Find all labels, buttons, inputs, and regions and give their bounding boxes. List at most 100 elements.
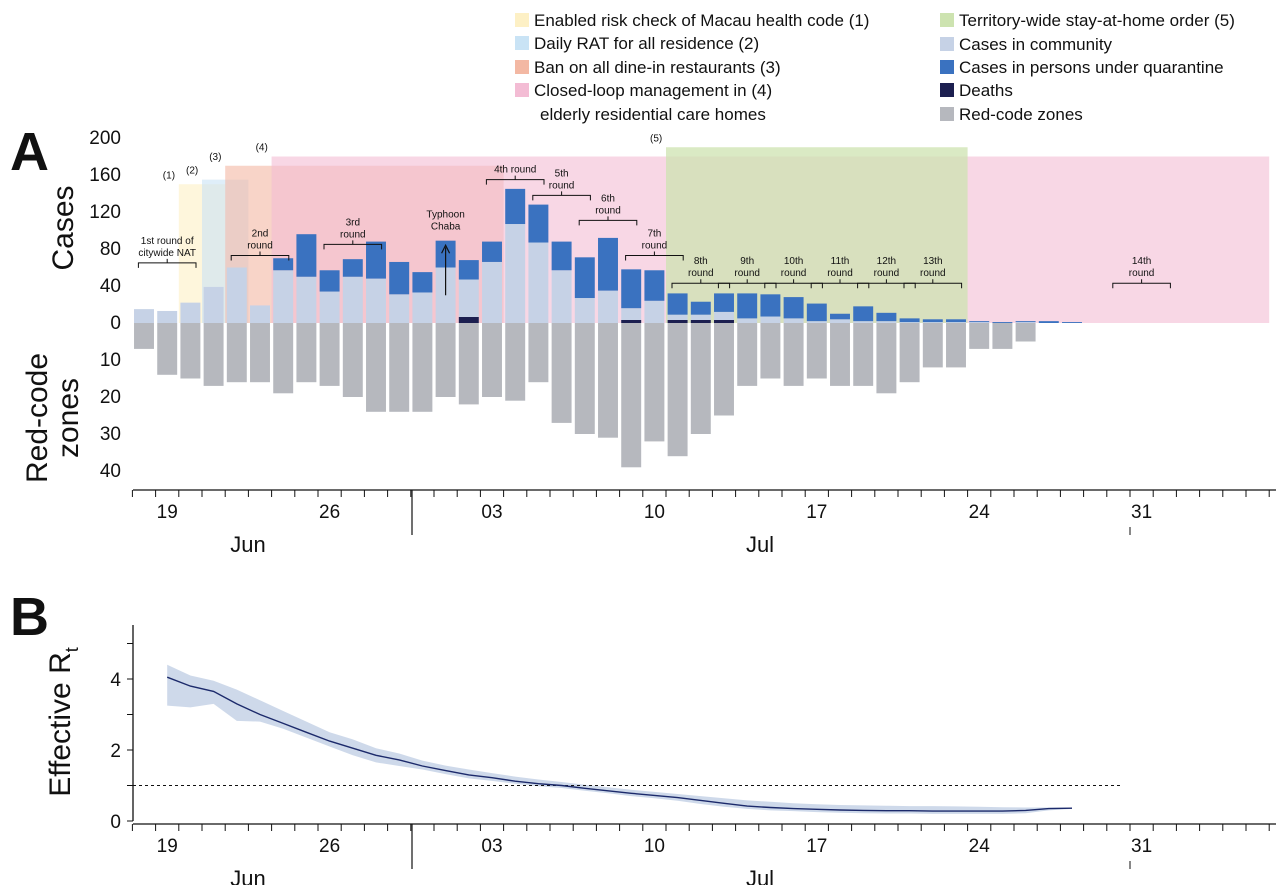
bar-quarantine [876, 312, 897, 322]
legend-swatch [515, 36, 529, 50]
x-tick-label: 24 [969, 836, 991, 857]
round-label: round [642, 240, 668, 251]
bar-quarantine [319, 270, 340, 292]
bar-quarantine [1038, 321, 1059, 323]
bar-red-code [992, 323, 1013, 349]
bar-community [899, 322, 920, 323]
legend-swatch [940, 37, 954, 51]
panel-label-b: B [10, 587, 49, 647]
round-label: round [595, 205, 621, 216]
intervention-marker: (1) [163, 170, 175, 181]
bar-red-code [157, 323, 178, 375]
y-tick-label-red: 30 [100, 424, 121, 445]
typhoon-label: Typhoon [426, 209, 464, 220]
legend-label: Red-code zones [959, 105, 1083, 124]
bar-community [505, 224, 526, 323]
bar-community [969, 322, 990, 323]
bar-quarantine [922, 319, 943, 323]
legend-label: Deaths [959, 81, 1013, 100]
y-axis-title-subscript: t [62, 647, 82, 652]
round-label: citywide NAT [138, 248, 196, 259]
bar-red-code [737, 323, 758, 386]
legend-tag: (5) [1209, 11, 1235, 30]
round-bracket [764, 279, 823, 289]
y-axis-title-red-line2: zones [52, 378, 85, 458]
round-label: round [340, 229, 366, 240]
bar-community [528, 242, 549, 323]
x-tick-label: 24 [969, 502, 991, 523]
intervention-marker: (5) [650, 133, 662, 144]
bar-quarantine [621, 269, 642, 309]
y-tick-label: 0 [110, 313, 121, 334]
bar-community [946, 322, 966, 323]
round-bracket [810, 279, 870, 289]
bar-quarantine [946, 319, 966, 323]
bar-community [458, 279, 479, 323]
bar-red-code [389, 323, 410, 412]
round-label: 14th [1132, 256, 1151, 267]
x-tick-label: 10 [644, 836, 665, 857]
legend-swatch [940, 83, 954, 97]
bar-quarantine [574, 257, 595, 299]
round-label: round [1129, 268, 1155, 279]
round-bracket [625, 251, 684, 261]
bar-community [598, 290, 618, 323]
round-label: 7th [647, 228, 661, 239]
round-label: 8th [694, 256, 708, 267]
round-label: 9th [740, 256, 754, 267]
bar-community [667, 314, 688, 323]
round-label: round [734, 268, 760, 279]
round-label: 12th [877, 256, 896, 267]
bar-community [366, 278, 386, 323]
round-label: 11th [831, 256, 850, 267]
bar-deaths [667, 320, 688, 323]
x-tick-label: 31 [1131, 502, 1152, 523]
y-axis-title-red-line1: Red-code [21, 353, 54, 483]
legend-swatch [515, 13, 529, 27]
x-tick-label: 17 [806, 836, 827, 857]
round-label: round [827, 268, 853, 279]
round-bracket [717, 279, 777, 289]
bar-community [853, 321, 874, 323]
bar-red-code [551, 323, 572, 423]
round-label: 1st round of [141, 236, 194, 247]
bar-community [690, 314, 711, 323]
legend-label: Daily RAT for all residence (2) [534, 34, 759, 53]
bar-red-code [203, 323, 224, 386]
bar-red-code [598, 323, 618, 438]
legend-label: Cases in persons under quarantine [959, 58, 1224, 77]
y-tick-label: 0 [110, 812, 121, 833]
bar-community [203, 286, 224, 323]
x-tick-label: 10 [644, 502, 665, 523]
bar-red-code [714, 323, 734, 416]
bar-red-code [876, 323, 897, 394]
bar-community [760, 316, 781, 323]
bar-quarantine [737, 293, 758, 319]
y-axis-title-cases: Cases [47, 185, 80, 270]
bar-community [830, 319, 850, 323]
round-bracket [857, 279, 916, 289]
bar-community [180, 302, 201, 323]
round-label: 13th [923, 256, 942, 267]
bar-community [806, 321, 827, 323]
bar-red-code [435, 323, 456, 397]
bar-quarantine [296, 234, 317, 277]
bar-deaths [621, 320, 642, 323]
bar-deaths [458, 317, 479, 323]
bar-quarantine [1062, 322, 1082, 323]
bar-community [134, 309, 154, 323]
legend-label-line2: elderly residential care homes [540, 105, 766, 124]
bar-quarantine [714, 293, 734, 312]
round-label: round [688, 268, 714, 279]
bar-quarantine [830, 313, 850, 320]
legend-tag: (4) [747, 81, 773, 100]
bar-community [714, 311, 734, 323]
round-label: 5th [555, 168, 569, 179]
bar-red-code [180, 323, 201, 379]
typhoon-label: Chaba [431, 221, 461, 232]
round-bracket [323, 240, 383, 250]
bar-quarantine [342, 259, 363, 277]
legend-label: Enabled risk check of Macau health code … [534, 11, 869, 30]
